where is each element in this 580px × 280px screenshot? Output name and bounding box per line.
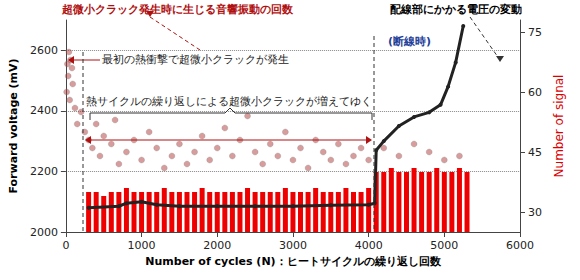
svg-text:45: 45 (528, 146, 542, 159)
svg-text:2000: 2000 (30, 226, 58, 239)
svg-text:4000: 4000 (355, 239, 383, 252)
svg-text:最初の熱衝撃で超微小クラックが発生: 最初の熱衝撃で超微小クラックが発生 (102, 53, 289, 66)
svg-text:2600: 2600 (30, 44, 58, 57)
svg-text:Number of cycles (N)：ヒートサイクルの繰: Number of cycles (N)：ヒートサイクルの繰り返し回数 (145, 255, 441, 268)
svg-text:配線部にかかる電圧の変動: 配線部にかかる電圧の変動 (390, 3, 522, 16)
svg-text:30: 30 (528, 206, 542, 219)
svg-text:熱サイクルの繰り返しによる超微小クラックが増えてゆく: 熱サイクルの繰り返しによる超微小クラックが増えてゆく (86, 95, 372, 108)
svg-text:Forward voltage (mV): Forward voltage (mV) (7, 58, 20, 193)
svg-text:75: 75 (528, 26, 542, 39)
svg-text:5000: 5000 (430, 239, 458, 252)
svg-text:2000: 2000 (203, 239, 231, 252)
svg-text:3000: 3000 (279, 239, 307, 252)
svg-text:超微小クラック発生時に生じる音響振動の回数: 超微小クラック発生時に生じる音響振動の回数 (61, 3, 294, 16)
svg-text:(断線時): (断線時) (388, 35, 431, 48)
svg-text:Number of signal: Number of signal (552, 75, 566, 178)
svg-text:0: 0 (62, 239, 69, 252)
svg-text:6000: 6000 (506, 239, 534, 252)
svg-text:2200: 2200 (30, 165, 58, 178)
svg-text:2400: 2400 (30, 104, 58, 117)
svg-text:60: 60 (528, 86, 542, 99)
svg-text:1000: 1000 (128, 239, 156, 252)
